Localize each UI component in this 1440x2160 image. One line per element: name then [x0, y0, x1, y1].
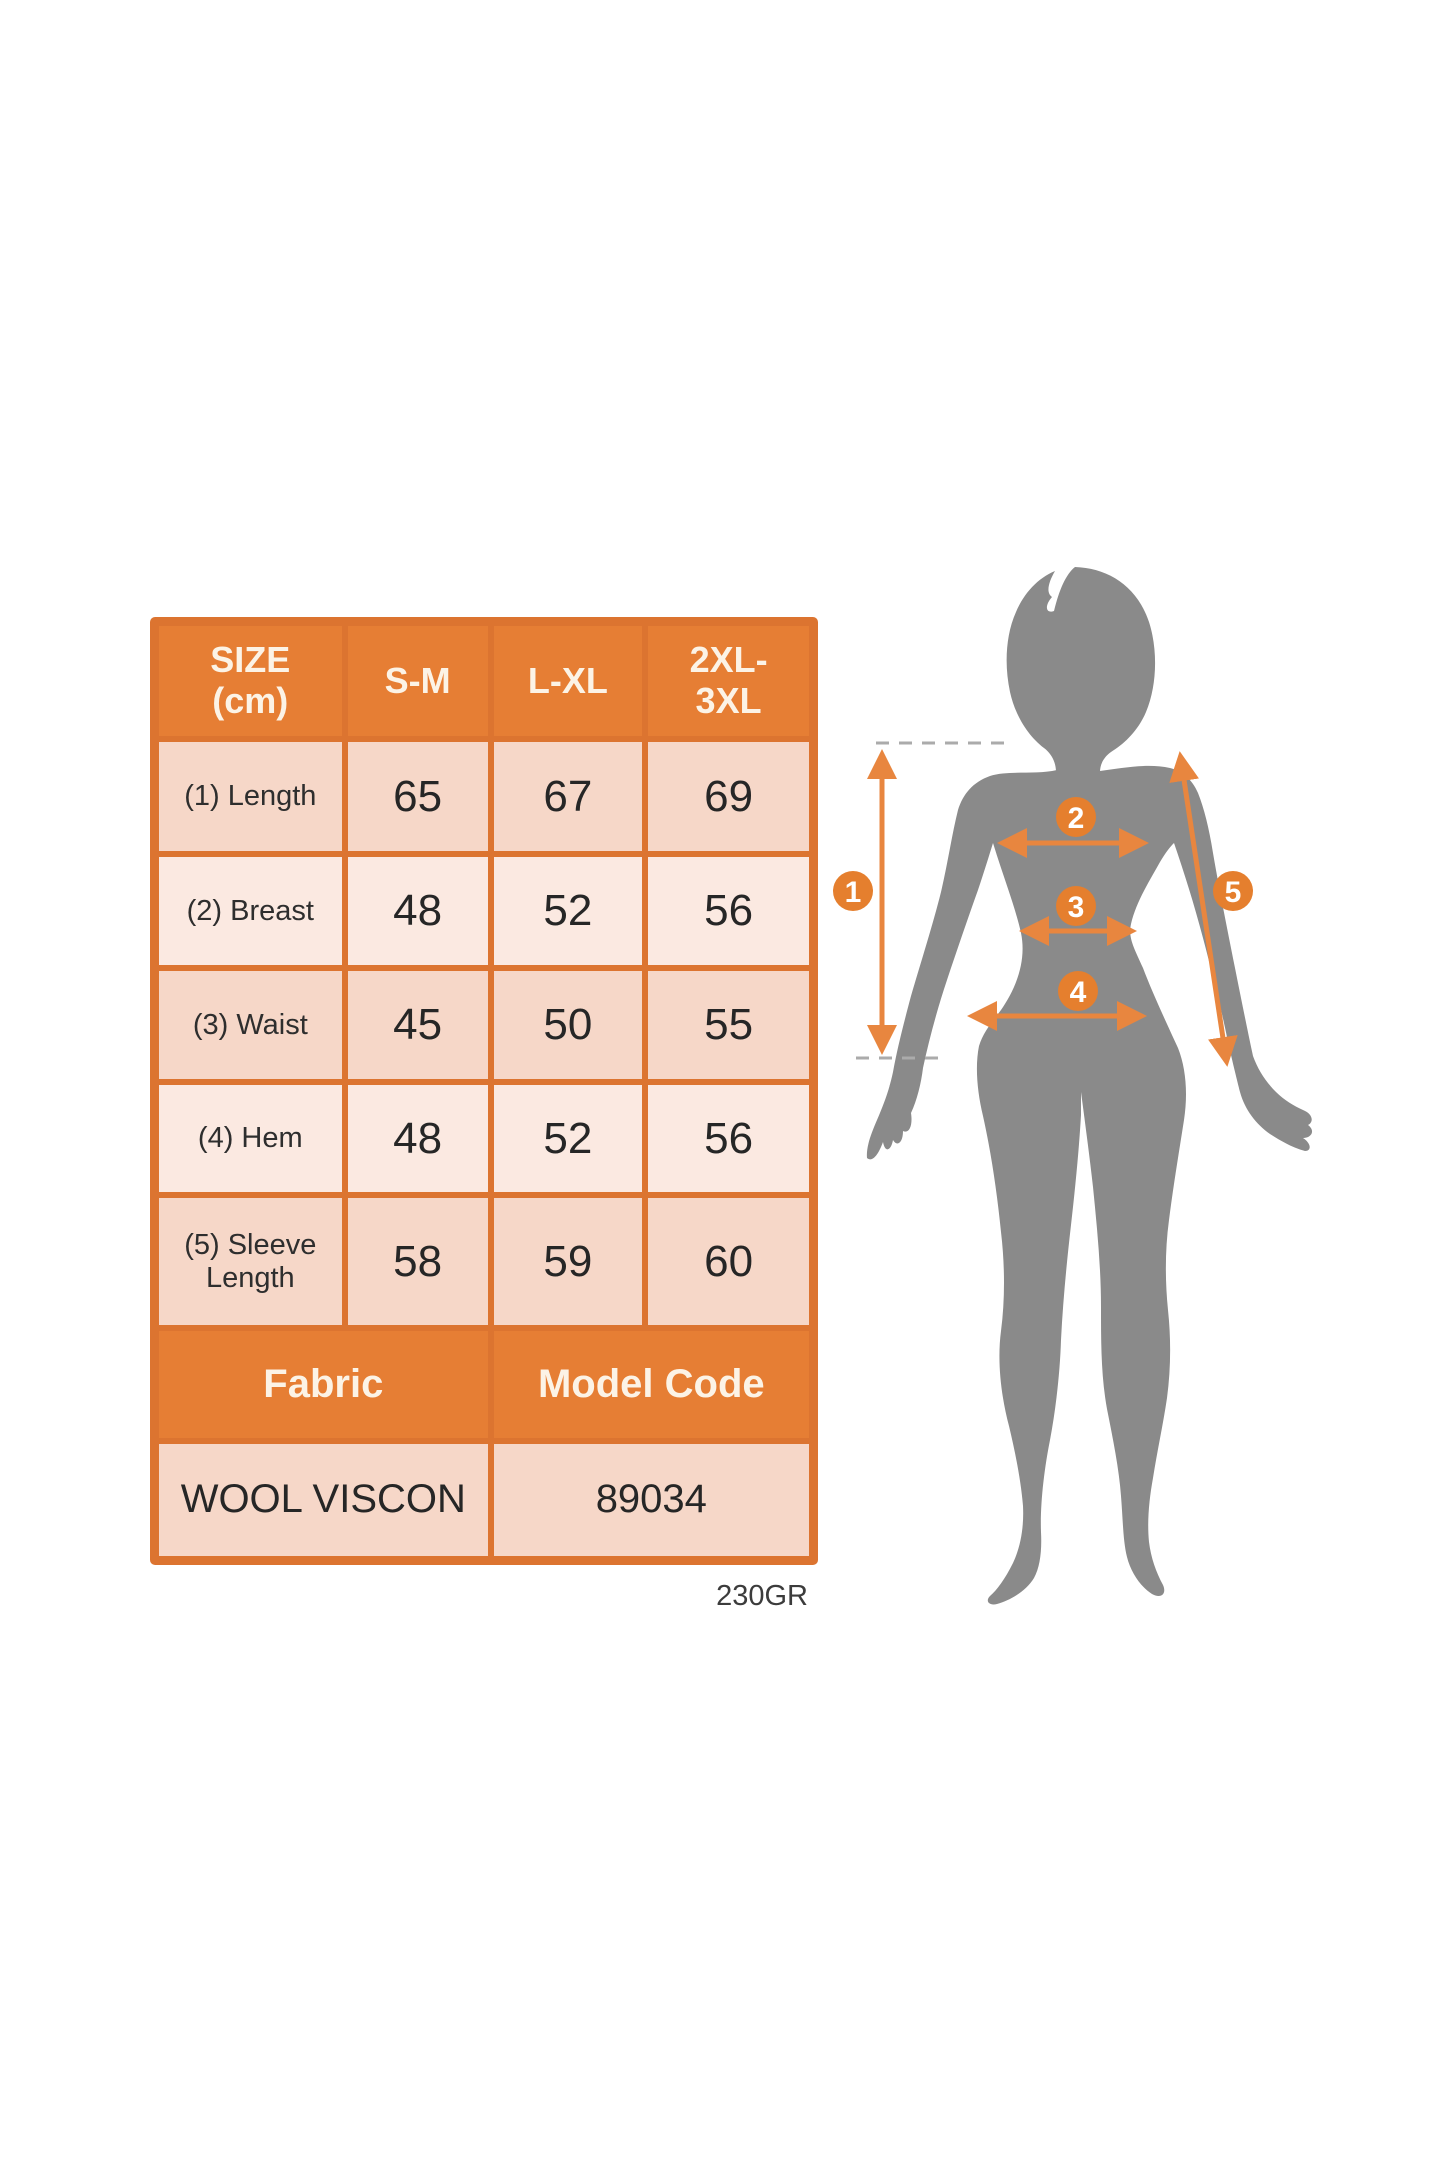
value-cell: 67	[493, 741, 643, 852]
row-label-sleeve-length: (5) Sleeve Length	[159, 1198, 342, 1325]
size-header-cell: SIZE (cm)	[159, 626, 342, 736]
value-cell: 48	[347, 857, 488, 965]
value-cell: 56	[648, 1084, 809, 1193]
size-table: SIZE (cm) S-M L-XL 2XL- 3XL (1) Length 6…	[150, 617, 818, 1565]
measure-point-number: 3	[1068, 891, 1085, 924]
measure-point-number: 4	[1070, 976, 1087, 1009]
value-cell: 56	[648, 857, 809, 965]
value-cell: 60	[648, 1198, 809, 1325]
row-label-waist: (3) Waist	[159, 970, 342, 1079]
row-label-breast: (2) Breast	[159, 857, 342, 965]
measure-point-5: 5	[1213, 871, 1253, 911]
measure-point-circle	[1056, 886, 1096, 926]
row-label-hem: (4) Hem	[159, 1084, 342, 1193]
measure-point-circle	[833, 871, 873, 911]
column-header-lxl: L-XL	[493, 626, 643, 736]
figure-svg: 1 2 3 4 5	[833, 567, 1313, 1605]
silhouette-head	[1006, 567, 1156, 772]
value-cell: 65	[347, 741, 488, 852]
fabric-header-cell: Fabric	[159, 1330, 488, 1438]
value-cell: 50	[493, 970, 643, 1079]
column-header-sm: S-M	[347, 626, 488, 736]
measure-arrow-sleeve	[1169, 751, 1238, 1067]
measure-point-number: 1	[845, 876, 862, 909]
fabric-value-cell: WOOL VISCON	[159, 1443, 488, 1556]
measure-point-circle	[1056, 797, 1096, 837]
value-cell: 52	[493, 857, 643, 965]
woman-silhouette	[866, 567, 1313, 1605]
measure-point-1: 1	[833, 871, 873, 911]
value-cell: 58	[347, 1198, 488, 1325]
body-measurement-figure: 1 2 3 4 5	[820, 540, 1330, 1630]
measure-point-circle	[1058, 971, 1098, 1011]
value-cell: 48	[347, 1084, 488, 1193]
model-code-header-cell: Model Code	[493, 1330, 809, 1438]
measure-point-2: 2	[1056, 797, 1096, 837]
value-cell: 52	[493, 1084, 643, 1193]
value-cell: 55	[648, 970, 809, 1079]
model-code-value-cell: 89034	[493, 1443, 809, 1556]
measure-point-number: 5	[1225, 876, 1242, 909]
measure-point-4: 4	[1058, 971, 1098, 1011]
value-cell: 59	[493, 1198, 643, 1325]
measure-point-number: 2	[1068, 802, 1085, 835]
measure-point-3: 3	[1056, 886, 1096, 926]
weight-note: 230GR	[716, 1580, 808, 1612]
row-label-length: (1) Length	[159, 741, 342, 852]
measure-point-circle	[1213, 871, 1253, 911]
column-header-2xl3xl: 2XL- 3XL	[648, 626, 809, 736]
value-cell: 69	[648, 741, 809, 852]
value-cell: 45	[347, 970, 488, 1079]
